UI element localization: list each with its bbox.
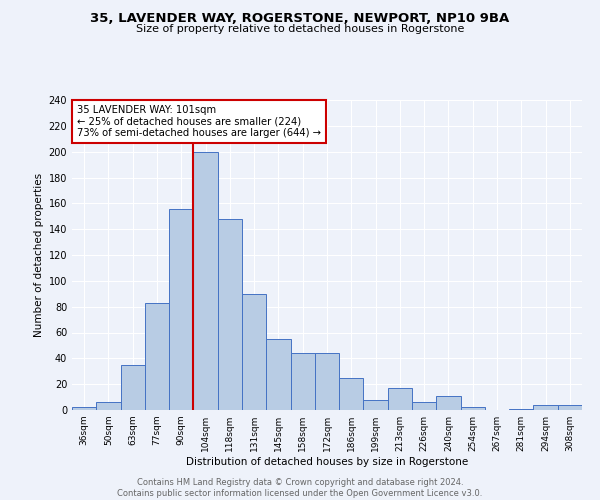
Bar xyxy=(218,219,242,410)
Bar xyxy=(169,208,193,410)
Bar xyxy=(436,396,461,410)
Bar xyxy=(364,400,388,410)
Bar xyxy=(266,339,290,410)
Bar xyxy=(533,405,558,410)
Bar xyxy=(121,365,145,410)
Bar xyxy=(193,152,218,410)
Text: 35 LAVENDER WAY: 101sqm
← 25% of detached houses are smaller (224)
73% of semi-d: 35 LAVENDER WAY: 101sqm ← 25% of detache… xyxy=(77,104,321,138)
Bar xyxy=(242,294,266,410)
Bar xyxy=(96,402,121,410)
Bar xyxy=(461,408,485,410)
Bar xyxy=(145,303,169,410)
Bar xyxy=(72,408,96,410)
Bar xyxy=(509,408,533,410)
Bar xyxy=(339,378,364,410)
Bar xyxy=(290,353,315,410)
Bar xyxy=(315,353,339,410)
Text: Size of property relative to detached houses in Rogerstone: Size of property relative to detached ho… xyxy=(136,24,464,34)
Bar xyxy=(558,405,582,410)
Bar xyxy=(388,388,412,410)
Y-axis label: Number of detached properties: Number of detached properties xyxy=(34,173,44,337)
Bar xyxy=(412,402,436,410)
Text: 35, LAVENDER WAY, ROGERSTONE, NEWPORT, NP10 9BA: 35, LAVENDER WAY, ROGERSTONE, NEWPORT, N… xyxy=(91,12,509,26)
Text: Contains HM Land Registry data © Crown copyright and database right 2024.
Contai: Contains HM Land Registry data © Crown c… xyxy=(118,478,482,498)
X-axis label: Distribution of detached houses by size in Rogerstone: Distribution of detached houses by size … xyxy=(186,457,468,467)
